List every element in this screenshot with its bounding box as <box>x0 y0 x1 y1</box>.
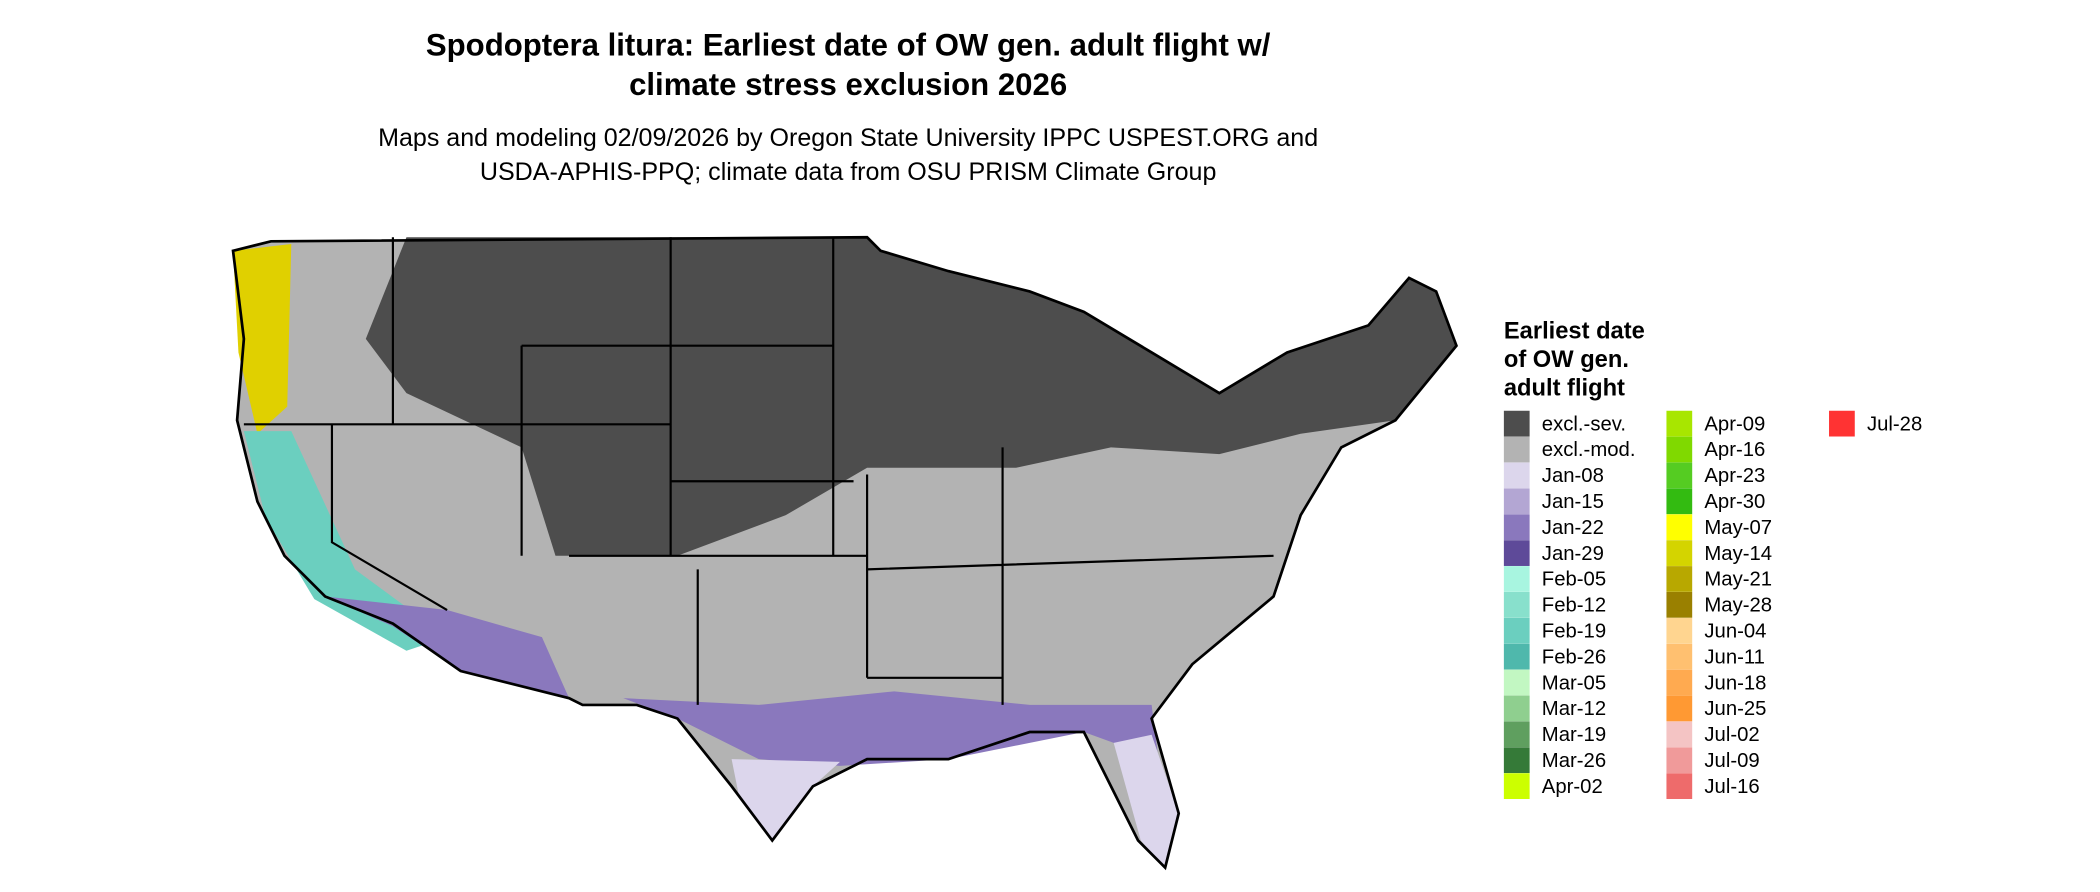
legend-swatch <box>1666 540 1693 566</box>
legend-label: Jan-15 <box>1542 491 1604 513</box>
legend-label: Jun-11 <box>1704 646 1765 668</box>
texas-region <box>731 759 840 841</box>
legend-swatch <box>1503 436 1530 463</box>
legend-label: Mar-05 <box>1542 672 1606 694</box>
legend-label: Jul-09 <box>1704 750 1759 772</box>
west-coast-region <box>233 244 292 434</box>
legend-title: Earliest date <box>1504 318 1645 344</box>
legend-label: Jan-22 <box>1542 517 1604 539</box>
legend-swatch <box>1503 773 1530 800</box>
legend-label: Apr-16 <box>1704 439 1765 461</box>
legend-label: Feb-26 <box>1542 646 1606 668</box>
legend-label: May-14 <box>1704 543 1772 565</box>
legend-swatch <box>1829 410 1855 437</box>
legend: Earliest date of OW gen. adult flight ex… <box>1503 318 1922 800</box>
legend-swatch <box>1503 669 1530 696</box>
legend-swatch <box>1666 695 1693 722</box>
us-map <box>231 235 1458 871</box>
legend-label: Apr-02 <box>1542 776 1603 798</box>
legend-swatch <box>1503 540 1530 566</box>
legend-swatch <box>1503 721 1530 748</box>
legend-swatch <box>1503 747 1530 774</box>
legend-label: Apr-30 <box>1704 491 1765 513</box>
legend-swatch <box>1666 747 1693 774</box>
legend-swatch <box>1666 566 1693 592</box>
map-outline <box>231 235 1458 871</box>
subtitle: Maps and modeling 02/09/2026 by Oregon S… <box>378 124 1318 152</box>
legend-label: May-07 <box>1704 517 1772 539</box>
legend-swatch <box>1503 488 1530 515</box>
legend-label: May-21 <box>1704 569 1772 591</box>
legend-label: excl.-sev. <box>1542 413 1626 435</box>
legend-swatch <box>1666 669 1693 696</box>
legend-label: Feb-12 <box>1542 595 1606 617</box>
legend-label: Jan-29 <box>1542 543 1604 565</box>
legend-label: Mar-19 <box>1542 724 1606 746</box>
title: Spodoptera litura: Earliest date of OW g… <box>426 28 1271 63</box>
legend-label: Jun-18 <box>1704 672 1766 694</box>
legend-label: Jul-28 <box>1867 413 1922 435</box>
legend-label: excl.-mod. <box>1542 439 1636 461</box>
legend-swatch <box>1666 643 1693 670</box>
california-region <box>243 431 448 651</box>
legend-swatch <box>1666 488 1693 515</box>
state-borders <box>243 237 1274 705</box>
legend-swatch <box>1666 773 1693 800</box>
legend-swatch <box>1503 462 1530 489</box>
legend-swatch <box>1503 410 1530 437</box>
legend-label: Mar-12 <box>1542 698 1606 720</box>
legend-label: Jul-02 <box>1704 724 1759 746</box>
severe-exclusion-region <box>365 237 1457 556</box>
legend-swatch <box>1503 566 1530 592</box>
legend-title: of OW gen. <box>1504 347 1629 373</box>
legend-label: Jun-25 <box>1704 698 1766 720</box>
title: climate stress exclusion 2026 <box>629 67 1067 102</box>
legend-swatch <box>1666 410 1693 437</box>
legend-title: adult flight <box>1504 375 1625 401</box>
legend-swatch <box>1666 436 1693 463</box>
legend-swatch <box>1666 462 1693 489</box>
legend-label: Apr-23 <box>1704 465 1765 487</box>
legend-label: Jul-16 <box>1704 776 1759 798</box>
legend-swatch <box>1503 514 1530 541</box>
legend-swatch <box>1503 617 1530 644</box>
legend-label: Feb-19 <box>1542 620 1606 642</box>
legend-label: May-28 <box>1704 595 1772 617</box>
legend-swatch <box>1503 643 1530 670</box>
legend-label: Jan-08 <box>1542 465 1604 487</box>
legend-swatch <box>1666 721 1693 748</box>
gulf-region <box>623 691 1159 766</box>
legend-swatch <box>1666 592 1693 618</box>
subtitle: USDA-APHIS-PPQ; climate data from OSU PR… <box>480 158 1217 186</box>
legend-label: Feb-05 <box>1542 569 1606 591</box>
legend-label: Mar-26 <box>1542 750 1606 772</box>
florida-region <box>1113 734 1179 868</box>
legend-swatch <box>1666 617 1693 644</box>
legend-label: Apr-09 <box>1704 413 1765 435</box>
legend-swatch <box>1503 695 1530 722</box>
legend-swatch <box>1503 592 1530 618</box>
legend-swatch <box>1666 514 1693 541</box>
legend-label: Jun-04 <box>1704 620 1766 642</box>
